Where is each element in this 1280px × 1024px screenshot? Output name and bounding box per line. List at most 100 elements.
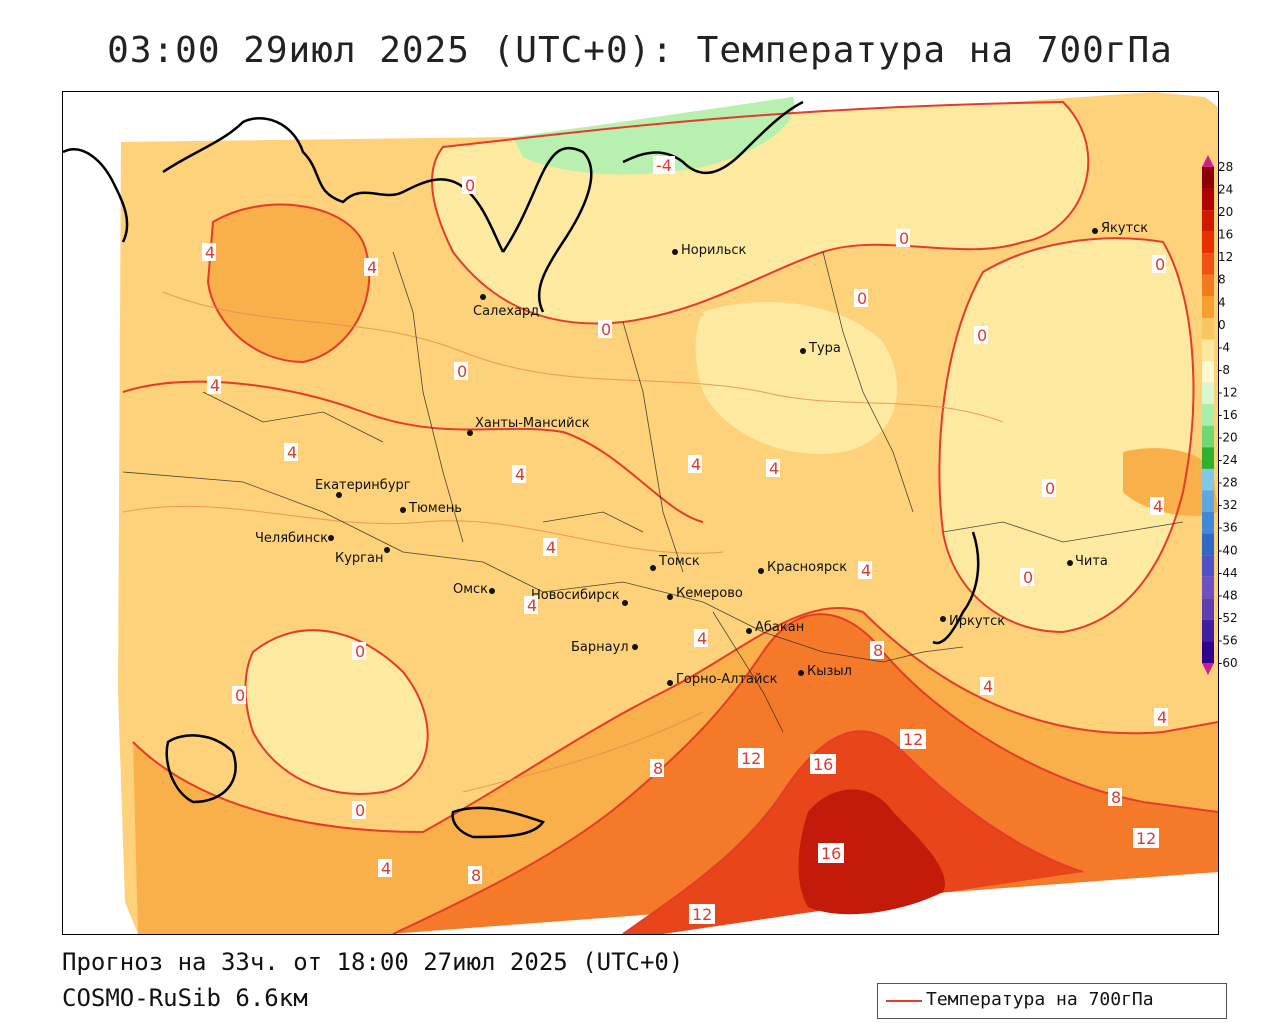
svg-text:12: 12: [1136, 829, 1156, 848]
temperature-map: Якутск Норильск Салехард Тура Ханты-Манс…: [63, 92, 1218, 934]
svg-text:Кемерово: Кемерово: [676, 586, 743, 601]
svg-text:8: 8: [653, 759, 663, 778]
svg-text:Кызыл: Кызыл: [807, 664, 852, 679]
colorbar-cell: [1202, 231, 1214, 254]
city-yekaterinburg: Екатеринбург: [315, 478, 411, 498]
zone-0-center: [695, 302, 898, 454]
warm-spot-east: [1123, 448, 1218, 516]
city-norilsk: Норильск: [672, 243, 747, 258]
model-info: COSMO-RuSib 6.6км: [62, 984, 308, 1012]
colorbar-tick-label: -16: [1218, 408, 1238, 422]
thin-isolines: [122, 291, 1004, 793]
svg-text:4: 4: [367, 258, 377, 277]
city-barnaul: Барнаул: [571, 640, 638, 655]
city-kemerovo: Кемерово: [667, 586, 743, 601]
city-gorno-altaysk: Горно-Алтайск: [667, 672, 778, 687]
svg-text:Иркутск: Иркутск: [949, 614, 1005, 629]
colorbar-tick-labels: 28 24 20 16 12 8 4 0 -4 -8 -12 -16 -20 -24 -28 -32 -36 -4…: [1218, 160, 1238, 670]
svg-text:8: 8: [471, 866, 481, 885]
city-tomsk: Томск: [650, 554, 700, 571]
svg-text:0: 0: [857, 289, 867, 308]
zone-20: [798, 789, 945, 915]
legend-label: Температура на 700гПа: [926, 989, 1154, 1010]
colorbar-cell: [1202, 555, 1214, 577]
colorbar-tick-label: -48: [1218, 588, 1238, 602]
colorbar-tick-label: -8: [1218, 363, 1230, 377]
colorbar-tick-label: 24: [1218, 183, 1233, 197]
colorbar-tick-label: -60: [1218, 656, 1238, 670]
svg-text:12: 12: [741, 749, 761, 768]
svg-text:4: 4: [287, 443, 297, 462]
svg-text:Абакан: Абакан: [755, 620, 804, 635]
svg-text:Красноярск: Красноярск: [767, 560, 847, 575]
colorbar-tick-label: 16: [1218, 228, 1233, 242]
colorbar-cell: [1202, 447, 1214, 469]
svg-text:Тюмень: Тюмень: [408, 501, 462, 516]
colorbar-cell: [1202, 253, 1214, 275]
colorbar-cell: [1202, 210, 1214, 232]
colorbar-cell: [1202, 641, 1214, 663]
zone-0-east: [939, 238, 1194, 632]
colorbar-tick-label: 12: [1218, 250, 1233, 264]
svg-text:Челябинск: Челябинск: [255, 531, 328, 546]
svg-text:0: 0: [1045, 479, 1055, 498]
colorbar-cell: [1202, 339, 1214, 362]
svg-text:0: 0: [465, 176, 475, 195]
svg-text:Барнаул: Барнаул: [571, 640, 629, 655]
svg-text:0: 0: [1155, 255, 1165, 274]
city-krasnoyarsk: Красноярск: [758, 560, 847, 575]
svg-text:Курган: Курган: [335, 551, 383, 566]
city-salekhard: Салехард: [473, 294, 539, 319]
svg-text:12: 12: [692, 905, 712, 924]
svg-text:Екатеринбург: Екатеринбург: [315, 478, 411, 493]
svg-text:0: 0: [1023, 568, 1033, 587]
city-khanty-mansiysk: Ханты-Мансийск: [467, 416, 590, 436]
svg-text:Омск: Омск: [453, 582, 488, 597]
colorbar-cell: [1202, 576, 1214, 599]
colorbar-cell: [1202, 167, 1214, 189]
city-tura: Тура: [800, 341, 841, 356]
svg-text:Норильск: Норильск: [681, 243, 747, 258]
forecast-info: Прогноз на 33ч. от 18:00 27июл 2025 (UTC…: [62, 948, 684, 976]
svg-text:0: 0: [355, 642, 365, 661]
city-novosibirsk: Новосибирск: [531, 588, 628, 606]
map-legend: Температура на 700гПа: [877, 983, 1227, 1019]
colorbar-tick-label: -40: [1218, 543, 1238, 557]
city-kyzyl: Кызыл: [798, 664, 852, 679]
colorbar-tick-label: 0: [1218, 318, 1226, 332]
colorbar-cell: [1202, 468, 1214, 491]
svg-text:0: 0: [457, 362, 467, 381]
svg-text:4: 4: [1157, 708, 1167, 727]
city-kurgan: Курган: [335, 547, 390, 566]
zone-0-west: [245, 630, 428, 794]
cities: Якутск Норильск Салехард Тура Ханты-Манс…: [255, 221, 1148, 687]
svg-text:0: 0: [235, 686, 245, 705]
contour-lines: [122, 100, 1218, 934]
svg-text:4: 4: [983, 677, 993, 696]
svg-text:12: 12: [903, 730, 923, 749]
colorbar-tick-label: 8: [1218, 273, 1226, 287]
colorbar-cell: [1202, 404, 1214, 426]
svg-text:Ханты-Мансийск: Ханты-Мансийск: [475, 416, 590, 431]
svg-text:Салехард: Салехард: [473, 304, 539, 319]
colorbar-tick-label: -4: [1218, 340, 1230, 354]
svg-text:Чита: Чита: [1075, 554, 1108, 569]
svg-text:4: 4: [515, 465, 525, 484]
city-chita: Чита: [1067, 554, 1108, 569]
svg-text:4: 4: [381, 859, 391, 878]
svg-text:4: 4: [769, 459, 779, 478]
svg-text:0: 0: [355, 801, 365, 820]
svg-text:Томск: Томск: [658, 554, 700, 569]
svg-text:0: 0: [899, 229, 909, 248]
colorbar-cell: [1202, 382, 1214, 405]
colorbar-cell: [1202, 533, 1214, 556]
colorbar-bottom-arrow: [1202, 663, 1214, 675]
svg-text:16: 16: [813, 755, 833, 774]
colorbar-tick-label: -36: [1218, 521, 1238, 535]
colorbar-tick-label: 20: [1218, 205, 1233, 219]
svg-text:4: 4: [1153, 497, 1163, 516]
colorbar-tick-label: -56: [1218, 633, 1238, 647]
svg-text:-4: -4: [656, 156, 672, 175]
svg-text:16: 16: [821, 844, 841, 863]
svg-text:0: 0: [977, 326, 987, 345]
